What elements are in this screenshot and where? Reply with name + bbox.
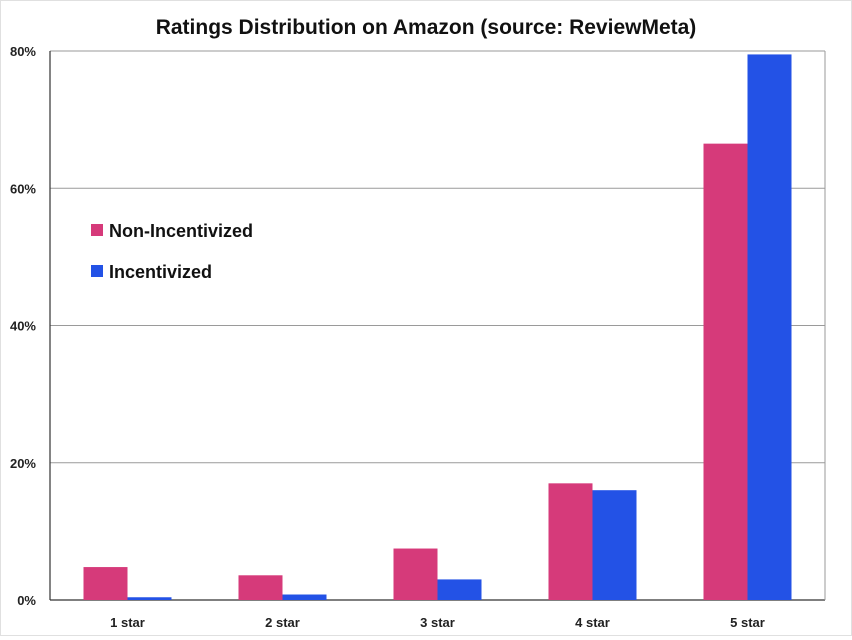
x-category-label: 5 star	[730, 615, 765, 630]
legend-label: Incentivized	[109, 262, 212, 282]
bar-incentivized-1-star	[127, 597, 172, 600]
legend: Non-Incentivized Incentivized	[91, 221, 253, 282]
legend-swatch	[91, 224, 103, 236]
x-axis-categories: 1 star 2 star 3 star 4 star 5 star	[110, 615, 765, 630]
y-tick-label: 20%	[10, 456, 36, 471]
legend-swatch	[91, 265, 103, 277]
x-category-label: 4 star	[575, 615, 610, 630]
y-tick-label: 60%	[10, 181, 36, 196]
gridlines	[49, 50, 826, 601]
chart-title: Ratings Distribution on Amazon (source: …	[156, 16, 697, 39]
y-tick-label: 80%	[10, 44, 36, 59]
bar-non-incentivized-2-star	[238, 575, 283, 600]
y-axis-ticks: 0% 20% 40% 60% 80%	[10, 44, 36, 608]
bar-incentivized-5-star	[747, 54, 792, 600]
x-category-label: 1 star	[110, 615, 145, 630]
bars	[83, 54, 792, 601]
bar-incentivized-3-star	[437, 579, 482, 600]
bar-non-incentivized-3-star	[393, 548, 438, 600]
y-tick-label: 40%	[10, 319, 36, 334]
bar-incentivized-2-star	[282, 594, 327, 600]
legend-label: Non-Incentivized	[109, 221, 253, 241]
bar-non-incentivized-1-star	[83, 567, 128, 600]
x-category-label: 3 star	[420, 615, 455, 630]
y-tick-label: 0%	[17, 593, 36, 608]
bar-incentivized-4-star	[592, 490, 637, 600]
bar-non-incentivized-5-star	[703, 143, 748, 601]
x-category-label: 2 star	[265, 615, 300, 630]
bar-non-incentivized-4-star	[548, 483, 593, 600]
